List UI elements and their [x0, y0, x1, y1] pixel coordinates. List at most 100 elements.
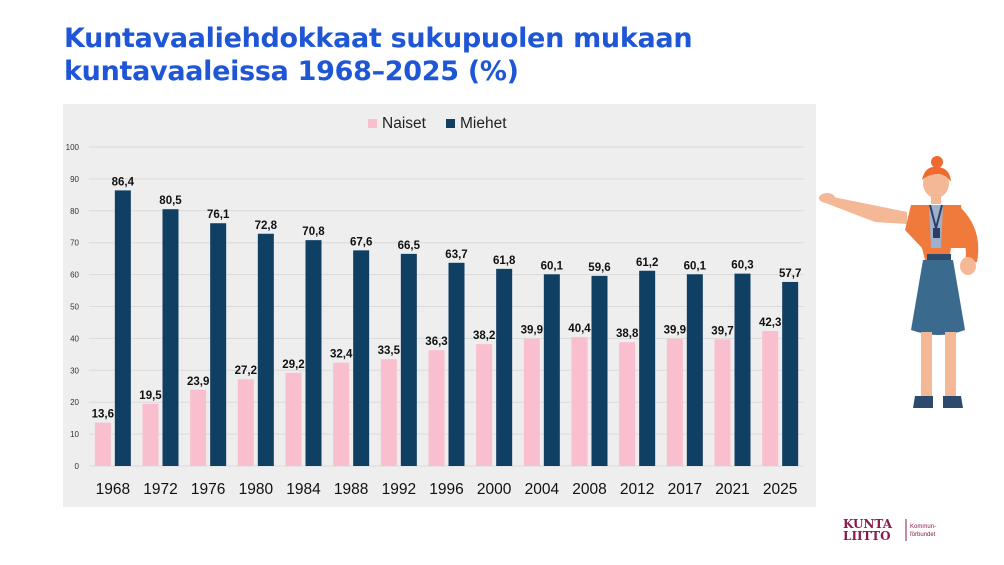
x-axis-ticks: 1968 1972 1976 1980 1984 1988 1992 1996 2000 2004…	[96, 481, 798, 498]
slide-title: Kuntavaaliehdokkaat sukupuolen mukaan ku…	[64, 22, 693, 88]
x-tick-label: 2000	[477, 481, 512, 498]
y-tick-label: 0	[75, 462, 80, 471]
data-label: 42,3	[759, 317, 781, 329]
data-label: 60,1	[541, 260, 564, 272]
data-label: 76,1	[207, 209, 230, 221]
data-label: 38,8	[616, 328, 639, 340]
bar-miehet-1984	[305, 240, 322, 466]
data-label: 40,4	[568, 323, 591, 335]
bar-miehet-1972	[162, 209, 179, 466]
logo-line-2: LIITTO	[843, 529, 891, 543]
x-tick-label: 1988	[334, 481, 368, 498]
x-tick-label: 2008	[572, 481, 606, 498]
x-tick-label: 1992	[382, 481, 416, 498]
bar-naiset-2004	[523, 338, 540, 466]
data-label: 60,3	[731, 260, 753, 272]
bar-naiset-1972	[142, 403, 159, 466]
x-tick-label: 2025	[763, 481, 797, 498]
logo-sub-1: Kommun-	[910, 524, 936, 530]
data-label: 86,4	[112, 176, 135, 188]
data-label: 32,4	[330, 349, 353, 361]
bar-miehet-1992	[400, 253, 417, 466]
y-tick-label: 40	[70, 334, 79, 343]
data-label: 29,2	[282, 359, 304, 371]
bar-miehet-1996	[448, 262, 465, 466]
title-line-2: kuntavaaleissa 1968–2025 (%)	[64, 56, 519, 87]
bar-miehet-2021	[734, 273, 751, 466]
x-tick-label: 2004	[525, 481, 560, 498]
bar-naiset-2000	[476, 344, 493, 466]
bar-naiset-1996	[428, 350, 445, 466]
bar-miehet-2017	[686, 274, 703, 466]
data-label: 72,8	[255, 220, 278, 232]
bar-naiset-1968	[94, 422, 111, 466]
logo-sub-2: förbundet	[910, 532, 936, 538]
data-label: 27,2	[235, 365, 257, 377]
bar-naiset-1976	[190, 389, 207, 466]
bar-miehet-2000	[496, 268, 513, 466]
y-axis-ticks: 0 10 20 30 40 50 60 70 80 90 100	[66, 143, 80, 471]
presenter-illustration	[819, 156, 979, 408]
data-label: 13,6	[92, 409, 114, 421]
bar-miehet-2025	[782, 281, 799, 466]
x-tick-label: 1984	[286, 481, 321, 498]
data-labels: 13,6 86,4 19,5 80,5 23,9 76,1 27,2 72,8 29,2 70,8…	[92, 176, 802, 420]
data-label: 57,7	[779, 268, 801, 280]
bar-naiset-2008	[571, 337, 588, 466]
data-label: 39,9	[664, 325, 686, 337]
y-tick-label: 70	[70, 239, 79, 248]
data-label: 67,6	[350, 236, 372, 248]
x-tick-label: 2012	[620, 481, 654, 498]
x-tick-label: 1968	[96, 481, 130, 498]
y-tick-label: 100	[66, 143, 80, 152]
data-label: 70,8	[302, 226, 325, 238]
legend-label-miehet: Miehet	[460, 115, 507, 132]
legend-swatch-naiset	[368, 119, 377, 128]
data-label: 80,5	[159, 195, 182, 207]
legend-swatch-miehet	[446, 119, 455, 128]
data-label: 59,6	[588, 262, 610, 274]
title-line-1: Kuntavaaliehdokkaat sukupuolen mukaan	[64, 23, 693, 54]
kuntaliitto-logo: KUNTA LIITTO Kommun- förbundet	[843, 517, 936, 543]
x-tick-label: 1972	[143, 481, 177, 498]
x-tick-label: 1976	[191, 481, 225, 498]
data-label: 66,5	[398, 240, 421, 252]
bar-naiset-1992	[380, 359, 397, 466]
data-label: 38,2	[473, 330, 495, 342]
data-label: 63,7	[445, 249, 467, 261]
bar-miehet-2004	[543, 274, 560, 466]
y-tick-label: 60	[70, 271, 79, 280]
x-tick-label: 2017	[668, 481, 702, 498]
bar-naiset-1984	[285, 372, 302, 466]
data-label: 39,7	[711, 325, 733, 337]
logo-line-1: KUNTA	[843, 517, 893, 531]
x-tick-label: 2021	[715, 481, 749, 498]
data-label: 19,5	[139, 390, 162, 402]
x-tick-label: 1996	[429, 481, 463, 498]
data-label: 60,1	[684, 260, 707, 272]
bar-miehet-1980	[257, 233, 274, 466]
bar-naiset-2021	[714, 339, 731, 466]
legend: Naiset Miehet	[368, 115, 507, 132]
bar-chart: 0 10 20 30 40 50 60 70 80 90 100 13,6 86,4 19,5 80,5 2…	[66, 115, 804, 498]
bar-miehet-2008	[591, 275, 608, 466]
bar-naiset-1980	[237, 379, 254, 466]
legend-label-naiset: Naiset	[382, 115, 427, 132]
bar-naiset-2025	[762, 331, 779, 466]
y-tick-label: 90	[70, 175, 79, 184]
data-label: 23,9	[187, 376, 209, 388]
bars	[94, 190, 799, 466]
bar-miehet-2012	[639, 270, 656, 466]
data-label: 61,8	[493, 255, 516, 267]
x-tick-label: 1980	[239, 481, 274, 498]
data-label: 36,3	[425, 336, 447, 348]
y-tick-label: 10	[70, 430, 79, 439]
bar-naiset-1988	[333, 362, 350, 466]
bar-miehet-1988	[353, 250, 370, 466]
data-label: 61,2	[636, 257, 658, 269]
data-label: 39,9	[521, 325, 543, 337]
y-tick-label: 20	[70, 398, 79, 407]
y-tick-label: 50	[70, 303, 79, 312]
y-tick-label: 30	[70, 366, 79, 375]
bar-naiset-2012	[619, 342, 636, 466]
